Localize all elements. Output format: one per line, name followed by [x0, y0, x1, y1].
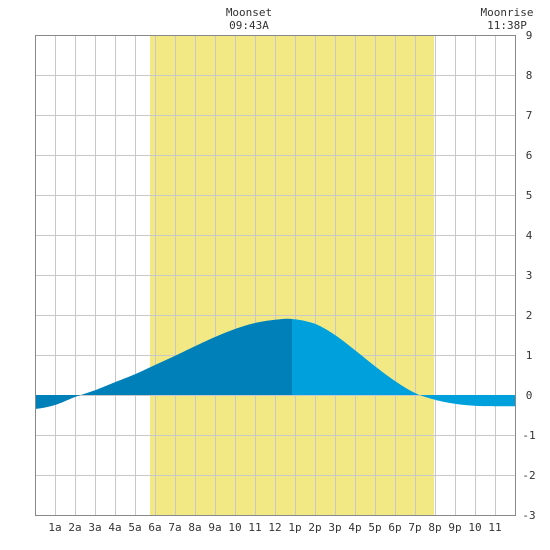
x-tick-label: 5p: [368, 521, 381, 534]
x-tick-label: 4a: [108, 521, 121, 534]
y-tick-label: 8: [526, 69, 533, 82]
x-tick-label: 4p: [348, 521, 361, 534]
y-tick-label: -1: [522, 429, 535, 442]
plot-border: [35, 35, 516, 516]
x-tick-label: 1a: [48, 521, 61, 534]
x-tick-label: 1p: [288, 521, 301, 534]
x-tick-label: 7p: [408, 521, 421, 534]
tide-area-falling: [292, 319, 515, 407]
y-tick-label: 5: [526, 189, 533, 202]
x-tick-label: 9p: [448, 521, 461, 534]
x-tick-label: 10: [228, 521, 241, 534]
y-tick-label: 0: [526, 389, 533, 402]
x-tick-label: 8p: [428, 521, 441, 534]
moon-event-label: Moonset: [226, 6, 272, 19]
y-tick-label: 7: [526, 109, 533, 122]
x-tick-label: 10: [468, 521, 481, 534]
x-tick-label: 8a: [188, 521, 201, 534]
x-tick-label: 2a: [68, 521, 81, 534]
x-tick-label: 3a: [88, 521, 101, 534]
moon-event-time: 09:43A: [229, 19, 269, 32]
y-tick-label: 6: [526, 149, 533, 162]
x-tick-label: 9a: [208, 521, 221, 534]
x-tick-label: 11: [488, 521, 501, 534]
x-tick-label: 12: [268, 521, 281, 534]
y-tick-label: 9: [526, 29, 533, 42]
moon-event-label: Moonrise: [481, 6, 534, 19]
x-tick-label: 2p: [308, 521, 321, 534]
y-tick-label: 3: [526, 269, 533, 282]
x-tick-label: 7a: [168, 521, 181, 534]
y-tick-label: 4: [526, 229, 533, 242]
x-tick-label: 6a: [148, 521, 161, 534]
y-tick-label: 2: [526, 309, 533, 322]
y-tick-label: -2: [522, 469, 535, 482]
x-tick-label: 3p: [328, 521, 341, 534]
tide-area-rising: [35, 318, 292, 409]
x-tick-label: 11: [248, 521, 261, 534]
moon-event-time: 11:38P: [487, 19, 527, 32]
x-tick-label: 5a: [128, 521, 141, 534]
x-tick-label: 6p: [388, 521, 401, 534]
y-tick-label: -3: [522, 509, 535, 522]
y-tick-label: 1: [526, 349, 533, 362]
